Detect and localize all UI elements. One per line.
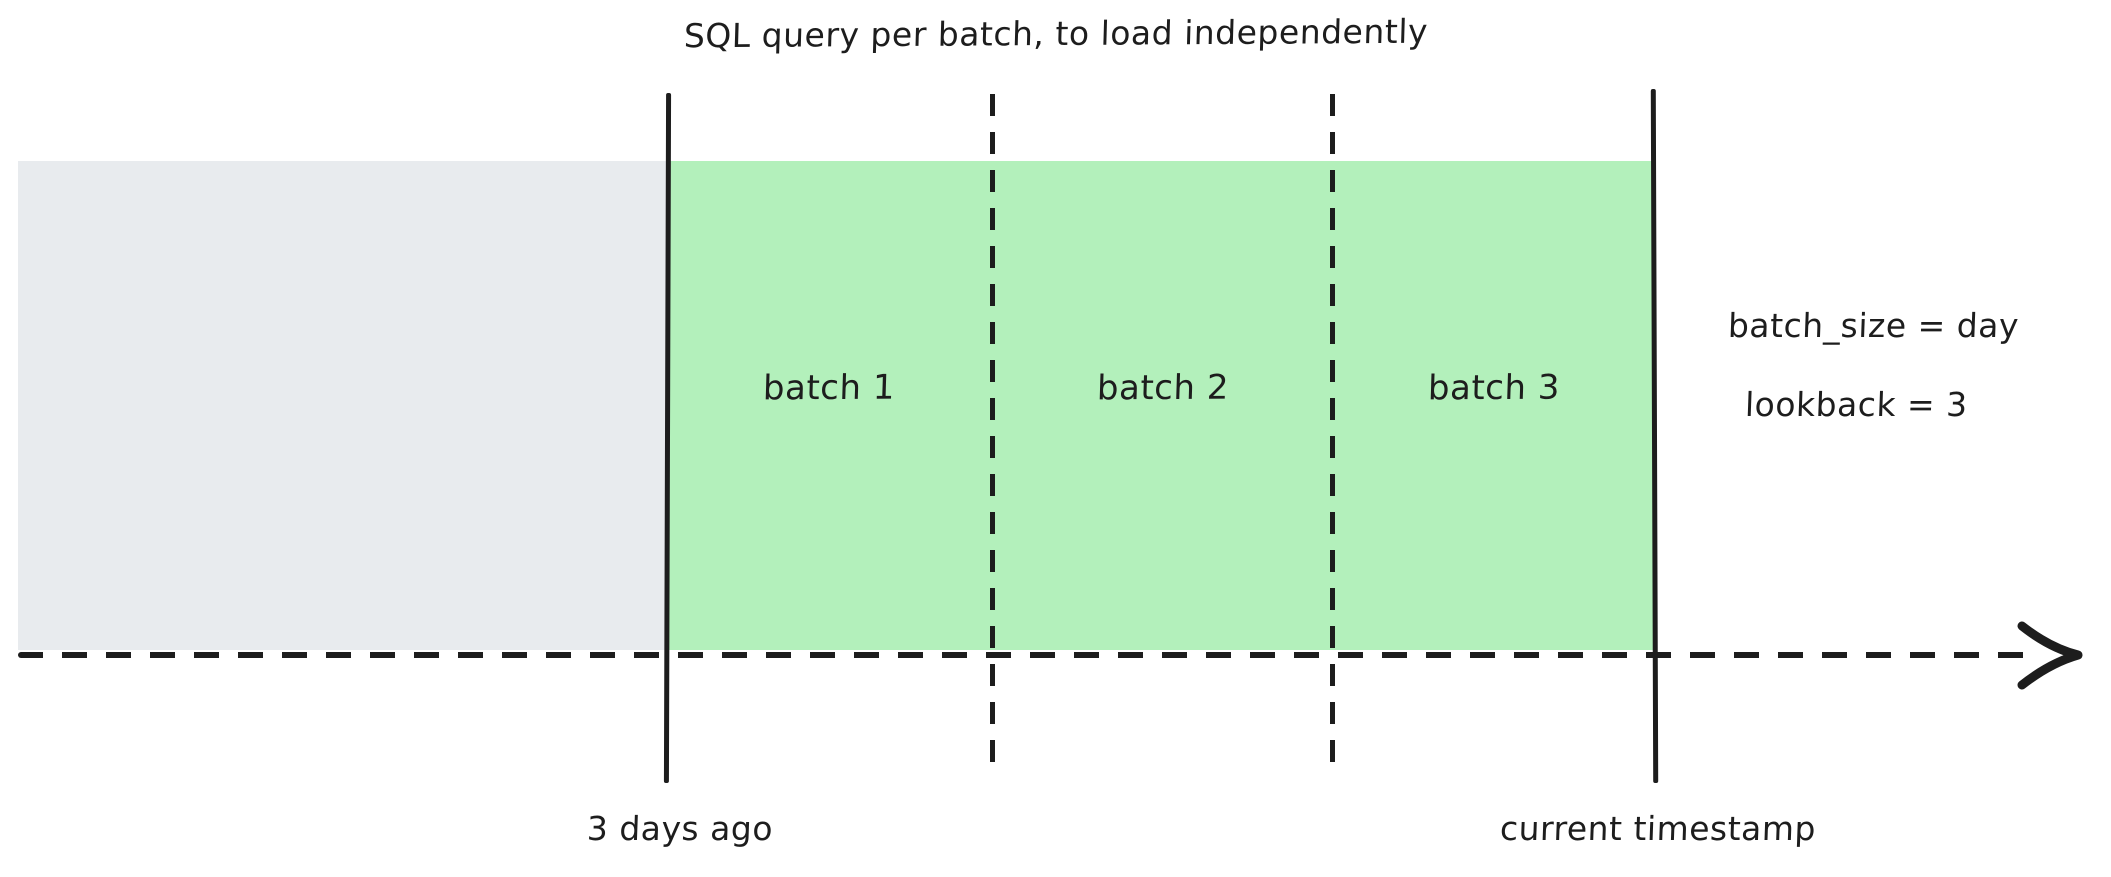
boundary-line-start	[663, 92, 672, 784]
batch-label-1-text: batch 1	[762, 367, 896, 409]
time-axis-line	[18, 652, 2028, 658]
batch-label-2-text: batch 2	[1095, 367, 1230, 409]
batch-label-3: batch 3	[1334, 367, 1652, 409]
active-lookback-region	[668, 161, 1654, 650]
batch-label-1: batch 1	[667, 367, 990, 409]
batch-label-3-text: batch 3	[1426, 367, 1561, 409]
diagram-title-text: SQL query per batch, to load independent…	[682, 11, 1429, 56]
diagram-title: SQL query per batch, to load independent…	[0, 11, 2111, 56]
arrow-right-icon	[2017, 621, 2083, 690]
param-batch-size: batch_size = day	[1727, 306, 2020, 345]
axis-end-label: current timestamp	[1499, 809, 1817, 848]
past-window-region	[18, 161, 668, 650]
boundary-line-current	[1650, 88, 1659, 784]
batch-label-2: batch 2	[994, 367, 1330, 409]
axis-start-label: 3 days ago	[586, 809, 774, 848]
batch-divider-2	[1330, 94, 1335, 774]
param-lookback: lookback = 3	[1744, 385, 1969, 424]
batch-divider-1	[990, 94, 995, 774]
